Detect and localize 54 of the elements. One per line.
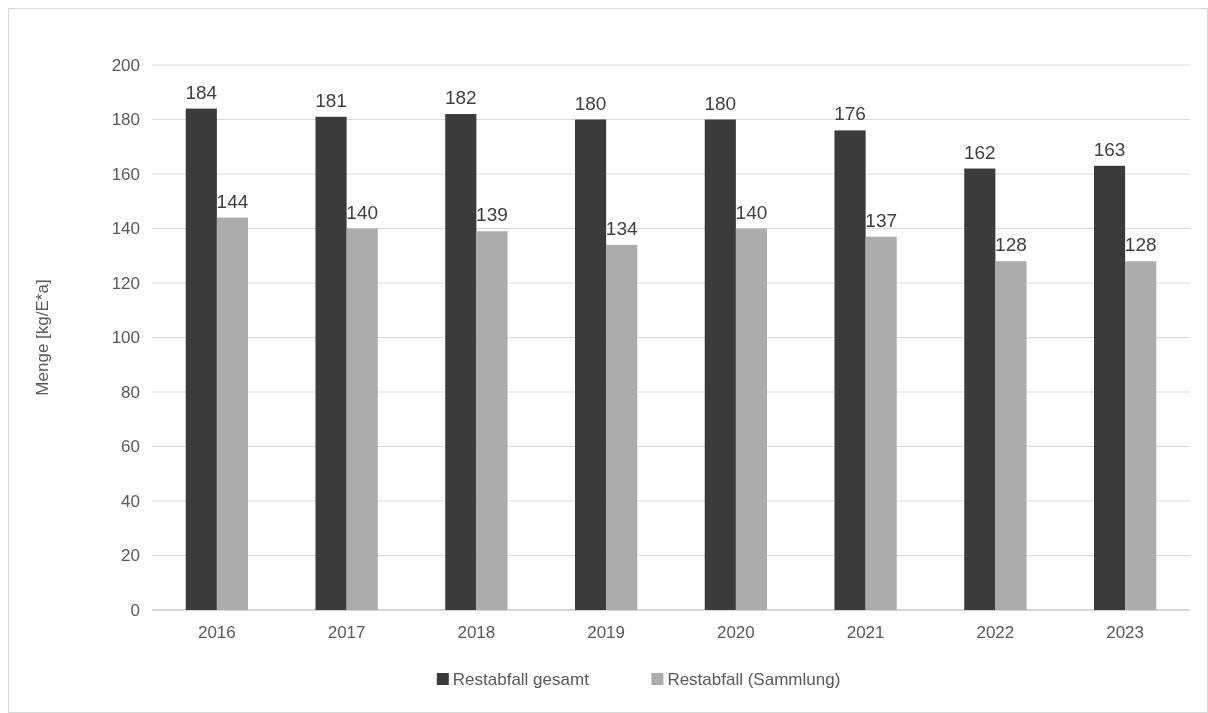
bar	[574, 119, 607, 610]
x-tick-label: 2017	[327, 623, 366, 642]
y-tick-label: 160	[111, 164, 140, 184]
bar	[1093, 165, 1126, 610]
x-tick-label: 2020	[716, 623, 755, 642]
y-tick-label: 120	[111, 273, 140, 293]
y-tick-label: 200	[111, 55, 140, 75]
bar	[735, 228, 768, 610]
data-label: 180	[574, 92, 607, 114]
y-tick-label: 140	[111, 219, 140, 239]
y-tick-label: 0	[130, 600, 140, 620]
x-tick-label: 2016	[197, 623, 236, 642]
y-tick-label: 100	[111, 328, 140, 348]
x-tick-label: 2019	[587, 623, 626, 642]
y-tick-label: 20	[121, 546, 140, 566]
data-label: 137	[865, 209, 898, 231]
x-tick-label: 2021	[846, 623, 885, 642]
y-axis-title: Menge [kg/E*a]	[33, 279, 52, 396]
bar	[185, 108, 217, 610]
bar	[315, 116, 347, 610]
y-tick-label: 80	[121, 382, 140, 402]
bar	[445, 114, 477, 610]
bar	[346, 228, 378, 610]
data-label: 128	[995, 234, 1027, 256]
bar	[216, 217, 249, 610]
bar	[995, 261, 1027, 610]
data-label: 162	[963, 141, 996, 163]
data-label: 144	[216, 190, 249, 212]
bar	[834, 130, 866, 610]
y-tick-label: 180	[111, 110, 140, 130]
y-tick-label: 60	[121, 437, 140, 457]
data-label: 184	[185, 81, 218, 103]
data-label: 181	[315, 89, 347, 111]
data-label: 139	[476, 204, 508, 226]
data-label: 176	[834, 103, 866, 125]
legend-label: Restabfall gesamt	[452, 670, 590, 689]
bar	[606, 244, 638, 610]
data-label: 180	[704, 92, 737, 114]
data-label: 182	[444, 87, 477, 109]
data-label: 140	[735, 201, 768, 223]
legend-label: Restabfall (Sammlung)	[667, 670, 841, 689]
x-tick-label: 2018	[457, 623, 496, 642]
data-label: 134	[605, 217, 638, 239]
bar	[865, 236, 897, 610]
x-tick-label: 2022	[976, 623, 1015, 642]
bar	[476, 231, 508, 610]
bar	[964, 168, 996, 610]
data-label: 163	[1093, 138, 1126, 160]
data-label: 128	[1124, 234, 1157, 256]
bar	[1125, 261, 1157, 610]
x-tick-label: 2023	[1106, 623, 1145, 642]
y-tick-label: 40	[121, 491, 140, 511]
bar	[704, 119, 736, 610]
data-label: 140	[346, 201, 379, 223]
